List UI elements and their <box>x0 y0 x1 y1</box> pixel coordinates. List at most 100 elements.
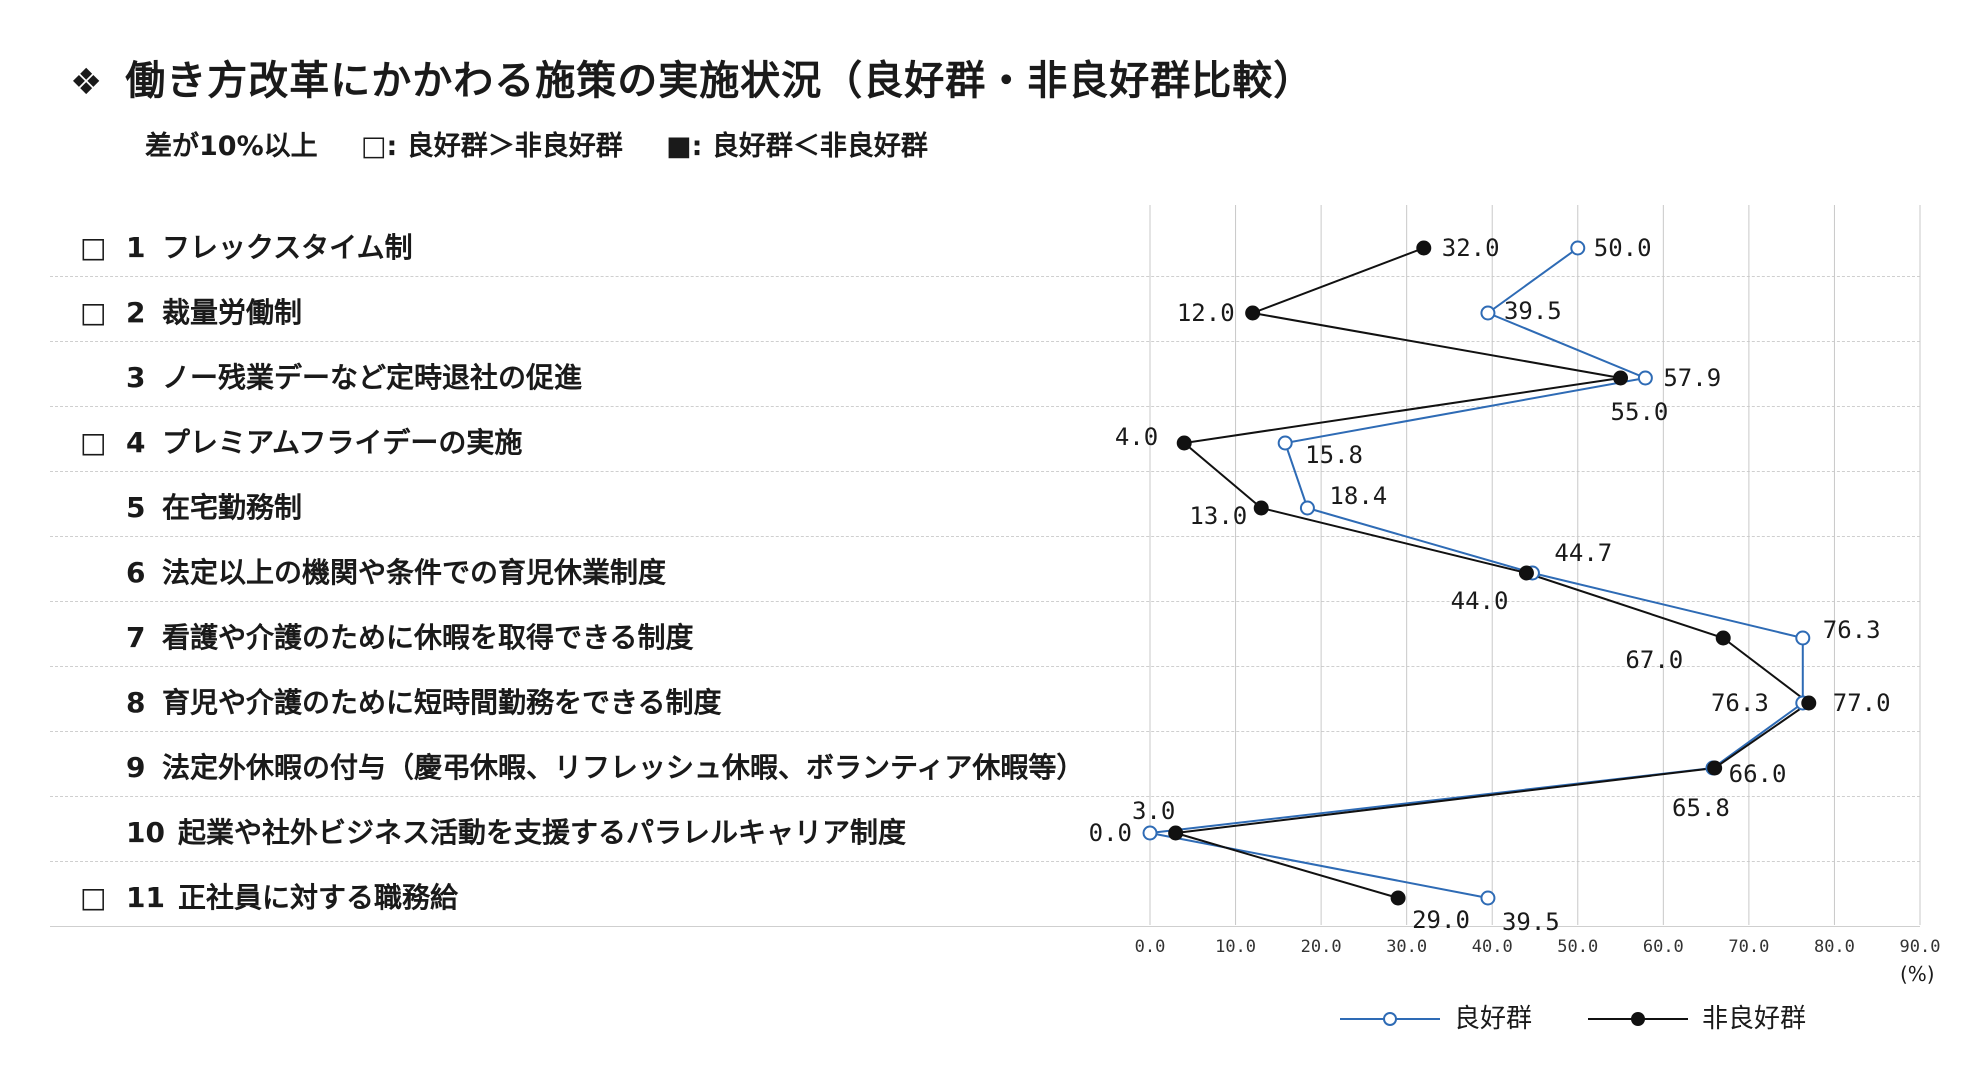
data-point-good <box>1142 825 1158 841</box>
x-tick-label: 40.0 <box>1472 937 1513 957</box>
row-divider <box>50 276 1920 277</box>
data-label-good: 39.5 <box>1504 297 1562 325</box>
diamond-bullet-icon: ❖ <box>70 62 104 103</box>
data-point-good <box>1795 630 1811 646</box>
data-point-notgood <box>1253 500 1269 516</box>
data-label-good: 18.4 <box>1329 482 1387 510</box>
data-label-notgood: 67.0 <box>1625 646 1683 674</box>
row-divider <box>50 536 1920 537</box>
open-box-icon: □ <box>80 296 107 329</box>
x-tick-label: 10.0 <box>1215 937 1256 957</box>
item-number: 5 <box>126 491 146 524</box>
item-number: 8 <box>126 686 146 719</box>
legend-label-good: 良好群 <box>1454 1003 1533 1034</box>
data-point-notgood <box>1245 305 1261 321</box>
item-row: □ 11 正社員に対する職務給 <box>0 868 1150 932</box>
item-name: フレックスタイム制 <box>162 231 413 264</box>
item-name: 育児や介護のために短時間勤務をできる制度 <box>162 686 722 719</box>
data-label-good: 39.5 <box>1502 908 1560 936</box>
subtitle: 差が10%以上 □: 良好群＞非良好群 ■: 良好群＜非良好群 <box>145 124 962 163</box>
item-number: 2 <box>126 296 146 329</box>
data-point-notgood <box>1715 630 1731 646</box>
item-number: 6 <box>126 556 146 589</box>
item-number: 10 <box>126 816 165 849</box>
title-text: 働き方改革にかかわる施策の実施状況（良好群・非良好群比較） <box>125 58 1315 104</box>
row-divider <box>50 731 1920 732</box>
item-row: 9 法定外休暇の付与（慶弔休暇、リフレッシュ休暇、ボランティア休暇等） <box>0 738 1150 802</box>
item-row: □ 4 プレミアムフライデーの実施 <box>0 413 1150 477</box>
data-point-notgood <box>1707 760 1723 776</box>
item-row: 6 法定以上の機関や条件での育児休業制度 <box>0 543 1150 607</box>
open-box-icon: □ <box>80 231 107 264</box>
row-divider <box>50 926 1920 927</box>
item-name: 在宅勤務制 <box>162 491 303 524</box>
data-label-good: 44.7 <box>1554 539 1612 567</box>
data-point-good <box>1277 435 1293 451</box>
data-label-notgood: 13.0 <box>1189 502 1247 530</box>
item-row: 7 看護や介護のために休暇を取得できる制度 <box>0 608 1150 672</box>
data-point-notgood <box>1168 825 1184 841</box>
data-point-notgood <box>1176 435 1192 451</box>
filled-box-note: ■: 良好群＜非良好群 <box>666 131 928 162</box>
x-axis-unit: (%) <box>1900 962 1935 986</box>
data-point-good <box>1480 890 1496 906</box>
item-name: 看護や介護のために休暇を取得できる制度 <box>162 621 694 654</box>
item-name: 裁量労働制 <box>162 296 303 329</box>
item-name: 法定以上の機関や条件での育児休業制度 <box>162 556 667 589</box>
data-label-notgood: 66.0 <box>1729 760 1787 788</box>
item-row: 5 在宅勤務制 <box>0 478 1150 542</box>
item-number: 3 <box>126 361 146 394</box>
x-tick-label: 0.0 <box>1135 937 1166 957</box>
data-point-good <box>1299 500 1315 516</box>
open-box-note: □: 良好群＞非良好群 <box>361 131 623 162</box>
data-label-notgood: 29.0 <box>1412 906 1470 934</box>
data-point-good <box>1480 305 1496 321</box>
criterion-note: 差が10%以上 <box>145 131 318 162</box>
open-box-icon: □ <box>80 426 107 459</box>
item-row: 3 ノー残業デーなど定時退社の促進 <box>0 348 1150 412</box>
data-label-good: 15.8 <box>1305 441 1363 469</box>
data-label-good: 65.8 <box>1672 794 1730 822</box>
row-divider <box>50 601 1920 602</box>
row-divider <box>50 341 1920 342</box>
x-tick-label: 80.0 <box>1814 937 1855 957</box>
item-row: 8 育児や介護のために短時間勤務をできる制度 <box>0 673 1150 737</box>
legend-open-circle-icon <box>1340 1011 1440 1026</box>
page-title: ❖ 働き方改革にかかわる施策の実施状況（良好群・非良好群比較） <box>70 48 1314 106</box>
data-point-good <box>1570 240 1586 256</box>
row-divider <box>50 796 1920 797</box>
data-label-notgood: 12.0 <box>1177 299 1235 327</box>
item-row: □ 2 裁量労働制 <box>0 283 1150 347</box>
item-name: 正社員に対する職務給 <box>178 881 459 914</box>
row-divider <box>50 406 1920 407</box>
legend-filled-circle-icon <box>1588 1011 1688 1026</box>
item-name: 起業や社外ビジネス活動を支援するパラレルキャリア制度 <box>178 816 907 849</box>
row-divider <box>50 666 1920 667</box>
legend-item-good: 良好群 <box>1340 998 1532 1039</box>
data-point-notgood <box>1801 695 1817 711</box>
row-divider <box>50 861 1920 862</box>
data-point-notgood <box>1416 240 1432 256</box>
data-point-good <box>1637 370 1653 386</box>
data-label-good: 0.0 <box>1089 819 1132 847</box>
data-point-notgood <box>1518 565 1534 581</box>
item-name: プレミアムフライデーの実施 <box>162 426 523 459</box>
data-label-notgood: 32.0 <box>1442 234 1500 262</box>
item-number: 1 <box>126 231 146 264</box>
data-label-notgood: 77.0 <box>1833 689 1891 717</box>
item-number: 7 <box>126 621 146 654</box>
data-label-good: 76.3 <box>1823 616 1881 644</box>
data-label-notgood: 3.0 <box>1132 797 1175 825</box>
item-row: 10 起業や社外ビジネス活動を支援するパラレルキャリア制度 <box>0 803 1150 867</box>
open-box-icon: □ <box>80 881 107 914</box>
item-number: 11 <box>126 881 165 914</box>
x-tick-label: 50.0 <box>1557 937 1598 957</box>
legend-label-notgood: 非良好群 <box>1702 1003 1807 1034</box>
row-divider <box>50 471 1920 472</box>
data-point-notgood <box>1390 890 1406 906</box>
item-number: 9 <box>126 751 146 784</box>
data-label-notgood: 55.0 <box>1611 398 1669 426</box>
data-label-good: 76.3 <box>1711 689 1769 717</box>
x-tick-label: 60.0 <box>1643 937 1684 957</box>
